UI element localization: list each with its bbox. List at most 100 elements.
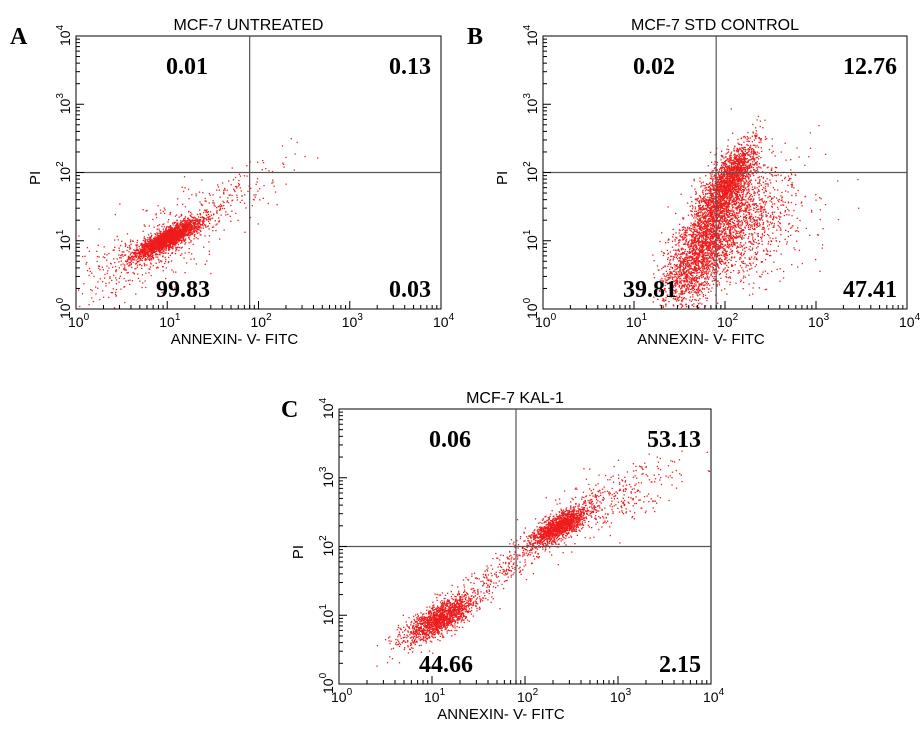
scatter-point (740, 178, 742, 180)
scatter-point (174, 226, 176, 229)
scatter-point (177, 222, 179, 224)
scatter-point (184, 206, 187, 208)
scatter-point (115, 295, 117, 297)
scatter-point (161, 236, 164, 238)
scatter-point (155, 214, 157, 216)
scatter-point (169, 245, 171, 247)
scatter-point (166, 227, 168, 229)
scatter-point (115, 283, 118, 285)
scatter-point (729, 159, 732, 161)
scatter-point (704, 201, 706, 203)
scatter-point (754, 152, 757, 154)
scatter-point (195, 193, 197, 195)
scatter-point (204, 197, 206, 200)
scatter-point (724, 185, 726, 187)
scatter-point (215, 230, 217, 232)
scatter-point (736, 158, 739, 160)
scatter-point (158, 248, 161, 250)
scatter-point (148, 259, 151, 261)
scatter-point (154, 251, 156, 254)
scatter-point (95, 293, 97, 295)
scatter-point (689, 299, 691, 301)
scatter-point (755, 162, 758, 164)
scatter-point (175, 227, 177, 229)
scatter-point (730, 173, 733, 175)
scatter-point (735, 166, 737, 168)
scatter-point (200, 203, 202, 205)
scatter-point (163, 238, 165, 241)
scatter-point (97, 281, 99, 283)
scatter-point (741, 162, 743, 164)
scatter-point (146, 253, 148, 255)
scatter-point (196, 221, 199, 223)
scatter-point (255, 194, 257, 196)
scatter-point (154, 247, 156, 249)
scatter-point (720, 185, 722, 187)
scatter-point (710, 178, 713, 180)
scatter-point (209, 215, 211, 217)
scatter-point (154, 239, 156, 242)
scatter-point (212, 230, 214, 232)
scatter-point (209, 222, 211, 225)
scatter-point (732, 192, 734, 194)
scatter-point (196, 219, 198, 221)
scatter-point (96, 260, 98, 263)
scatter-point (195, 224, 197, 226)
scatter-point (711, 193, 713, 196)
scatter-point (128, 257, 130, 259)
scatter-point (711, 210, 713, 212)
scatter-point (735, 158, 737, 161)
scatter-point (226, 200, 229, 202)
scatter-point (216, 223, 218, 225)
scatter-point (136, 266, 138, 268)
scatter-point (230, 220, 232, 222)
scatter-point (148, 225, 150, 227)
scatter-point (182, 230, 184, 232)
scatter-point (204, 263, 206, 265)
scatter-point (170, 247, 172, 249)
scatter-point (725, 191, 727, 193)
scatter-point (718, 267, 720, 269)
scatter-point (122, 263, 124, 265)
scatter-point (740, 167, 743, 169)
scatter-point (225, 214, 227, 216)
scatter-point (732, 166, 734, 168)
scatter-point (190, 215, 192, 217)
scatter-point (741, 164, 744, 167)
scatter-point (745, 164, 747, 166)
scatter-point (158, 232, 160, 234)
scatter-point (726, 185, 728, 187)
scatter-point (687, 284, 689, 286)
scatter-point (230, 184, 232, 186)
scatter-point (154, 241, 156, 243)
scatter-point (282, 162, 284, 164)
scatter-point (147, 246, 150, 248)
scatter-point (142, 255, 144, 257)
scatter-point (191, 219, 193, 221)
scatter-point (182, 203, 184, 205)
scatter-point (669, 277, 672, 279)
scatter-point (743, 171, 745, 173)
scatter-point (719, 209, 721, 211)
scatter-point (150, 262, 152, 264)
scatter-point (148, 241, 150, 243)
scatter-point (158, 259, 160, 261)
scatter-point (724, 188, 726, 190)
scatter-point (202, 221, 204, 224)
scatter-point (181, 232, 183, 234)
scatter-point (184, 272, 186, 274)
scatter-point (723, 173, 725, 175)
scatter-point (161, 251, 163, 253)
scatter-point (177, 230, 179, 233)
scatter-point (697, 292, 700, 294)
y-tick-label: 101 (55, 229, 73, 251)
scatter-point (662, 300, 664, 302)
scatter-point (170, 232, 172, 234)
scatter-point (142, 209, 144, 211)
scatter-point (135, 259, 137, 261)
scatter-point (181, 230, 183, 232)
scatter-point (173, 231, 176, 233)
scatter-point (206, 209, 208, 211)
scatter-point (139, 280, 141, 282)
scatter-point (194, 226, 197, 228)
